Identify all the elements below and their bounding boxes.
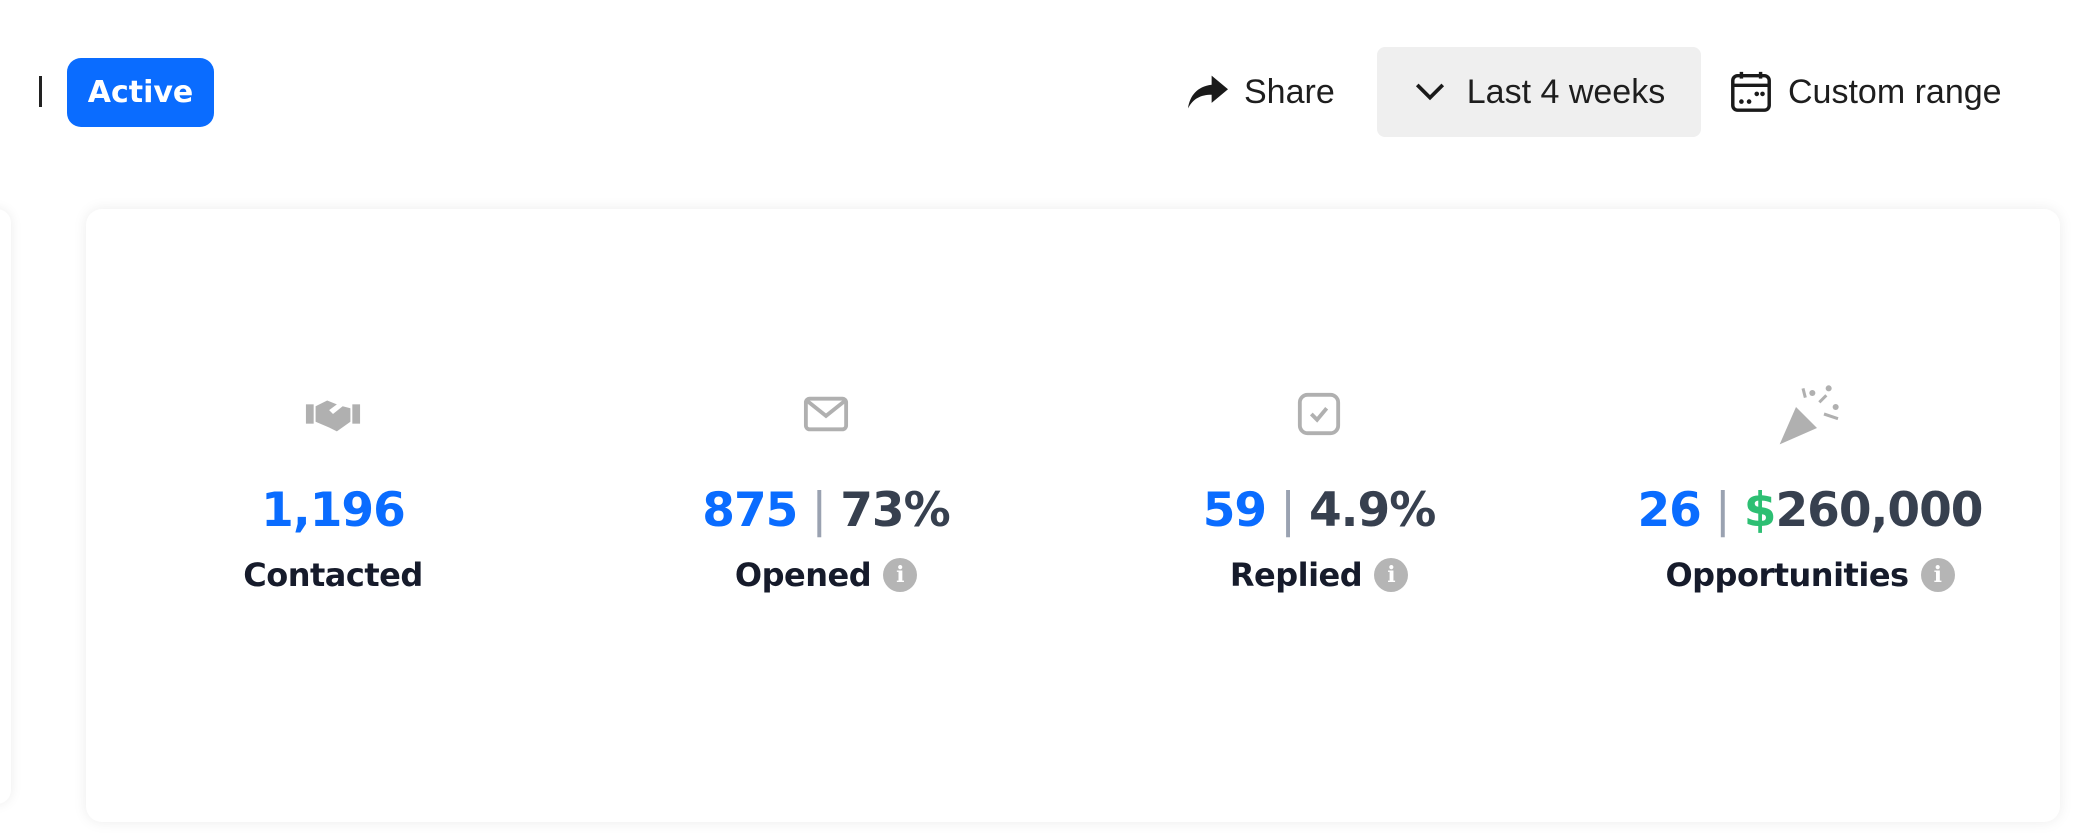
info-icon[interactable]: i (1920, 558, 1955, 592)
stat-contacted: 1,196 Contacted (103, 379, 563, 594)
opened-label: Opened (734, 556, 872, 594)
custom-range-label: Custom range (1788, 72, 2002, 111)
opened-rate: 73% (840, 483, 950, 538)
opened-count: 875 (702, 483, 798, 538)
party-popper-icon (1779, 385, 1839, 445)
handshake-icon (305, 400, 361, 432)
replied-count: 59 (1202, 483, 1267, 538)
opportunities-label: Opportunities (1665, 556, 1909, 594)
info-icon[interactable]: i (883, 558, 918, 592)
status-badge: Active (67, 58, 214, 127)
stat-replied: 59 | 4.9% Replied i (1089, 379, 1549, 594)
replied-rate: 4.9% (1308, 483, 1436, 538)
stats-card: 1,196 Contacted 875 | 73% Opened i 59 | 4.9% … (86, 209, 2060, 822)
envelope-icon (803, 396, 849, 432)
chevron-down-icon (1415, 83, 1444, 101)
contacted-count: 1,196 (261, 483, 406, 538)
opportunities-value: 260,000 (1775, 483, 1983, 538)
replied-label: Replied (1229, 556, 1363, 594)
contacted-label: Contacted (243, 556, 423, 594)
separator: | (1280, 483, 1296, 538)
opportunities-count: 26 (1637, 483, 1701, 538)
calendar-icon (1731, 71, 1771, 112)
stat-opened: 875 | 73% Opened i (596, 379, 1056, 594)
share-icon (1188, 75, 1228, 109)
side-panel-edge (0, 209, 11, 804)
info-icon[interactable]: i (1374, 558, 1409, 592)
text-cursor (39, 76, 42, 107)
separator: | (811, 483, 827, 538)
share-button[interactable]: Share (1186, 47, 1335, 137)
share-label: Share (1244, 72, 1335, 111)
date-range-dropdown[interactable]: Last 4 weeks (1377, 47, 1701, 137)
custom-range-button[interactable]: Custom range (1728, 47, 2002, 137)
separator: | (1714, 483, 1731, 538)
stat-opportunities: 26 | $260,000 Opportunities i (1580, 379, 2040, 594)
checkbox-icon (1297, 392, 1341, 436)
currency-symbol: $ (1743, 483, 1777, 538)
date-range-label: Last 4 weeks (1466, 72, 1666, 111)
